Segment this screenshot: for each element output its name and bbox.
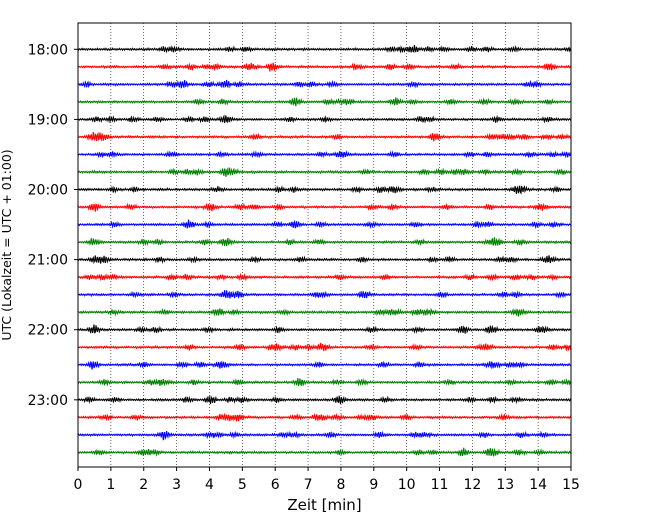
- x-tick-label: 2: [139, 477, 148, 493]
- seismogram-trace: [77, 97, 572, 107]
- seismogram-trace: [77, 237, 572, 247]
- seismogram-trace: [77, 377, 572, 387]
- y-axis: 18:00 19:00 20:00 21:00 22:00 23:00: [28, 42, 78, 409]
- x-tick-label: 5: [238, 477, 247, 493]
- seismogram-trace: [77, 272, 572, 282]
- seismogram-trace: [77, 150, 572, 159]
- seismogram-trace: [77, 44, 572, 54]
- x-tick-label: 3: [172, 477, 181, 493]
- x-tick-label: 11: [431, 477, 449, 493]
- seismogram-trace: [77, 395, 572, 405]
- x-tick-label: 4: [205, 477, 214, 493]
- x-tick-label: 12: [463, 477, 481, 493]
- x-tick-label: 14: [529, 477, 547, 493]
- y-tick-label: 22:00: [28, 323, 68, 339]
- x-tick-label: 10: [398, 477, 416, 493]
- seismogram-trace: [77, 79, 572, 89]
- seismogram-trace: [77, 185, 572, 195]
- seismogram-trace: [77, 290, 572, 299]
- y-axis-label: UTC (Lokalzeit = UTC + 01:00): [0, 149, 14, 340]
- x-tick-label: 13: [496, 477, 514, 493]
- seismogram-trace: [77, 131, 572, 142]
- x-tick-label: 0: [74, 477, 83, 493]
- seismogram-trace: [77, 360, 572, 370]
- y-tick-label: 19:00: [28, 112, 68, 128]
- seismogram-trace: [77, 219, 572, 230]
- x-tick-label: 1: [106, 477, 115, 493]
- seismogram-trace: [77, 342, 572, 352]
- seismogram-trace: [77, 307, 572, 317]
- y-tick-label: 18:00: [28, 42, 68, 58]
- plot-frame: [77, 22, 572, 468]
- seismogram-trace: [77, 255, 572, 265]
- x-gridlines: [110, 23, 539, 467]
- x-axis-label: Zeit [min]: [287, 496, 361, 514]
- seismogram-trace: [77, 447, 572, 457]
- seismogram-traces: [77, 44, 572, 457]
- x-tick-label: 7: [304, 477, 313, 493]
- x-tick-label: 15: [562, 477, 580, 493]
- seismogram-trace: [77, 324, 572, 334]
- y-tick-label: 21:00: [28, 253, 68, 269]
- seismogram-trace: [77, 202, 572, 212]
- y-tick-label: 23:00: [28, 393, 68, 409]
- x-tick-label: 9: [369, 477, 378, 493]
- x-tick-label: 6: [271, 477, 280, 493]
- seismogram-trace: [77, 430, 572, 441]
- y-tick-label: 20:00: [28, 183, 68, 199]
- seismogram-trace: [77, 167, 572, 177]
- seismogram-trace: [77, 62, 572, 72]
- seismogram-trace: [77, 114, 572, 124]
- x-axis: 0 1 2 3 4 5 6 7 8 9 10 11 12 13 14 15: [74, 467, 580, 493]
- seismogram-trace: [77, 412, 572, 422]
- x-tick-label: 8: [336, 477, 345, 493]
